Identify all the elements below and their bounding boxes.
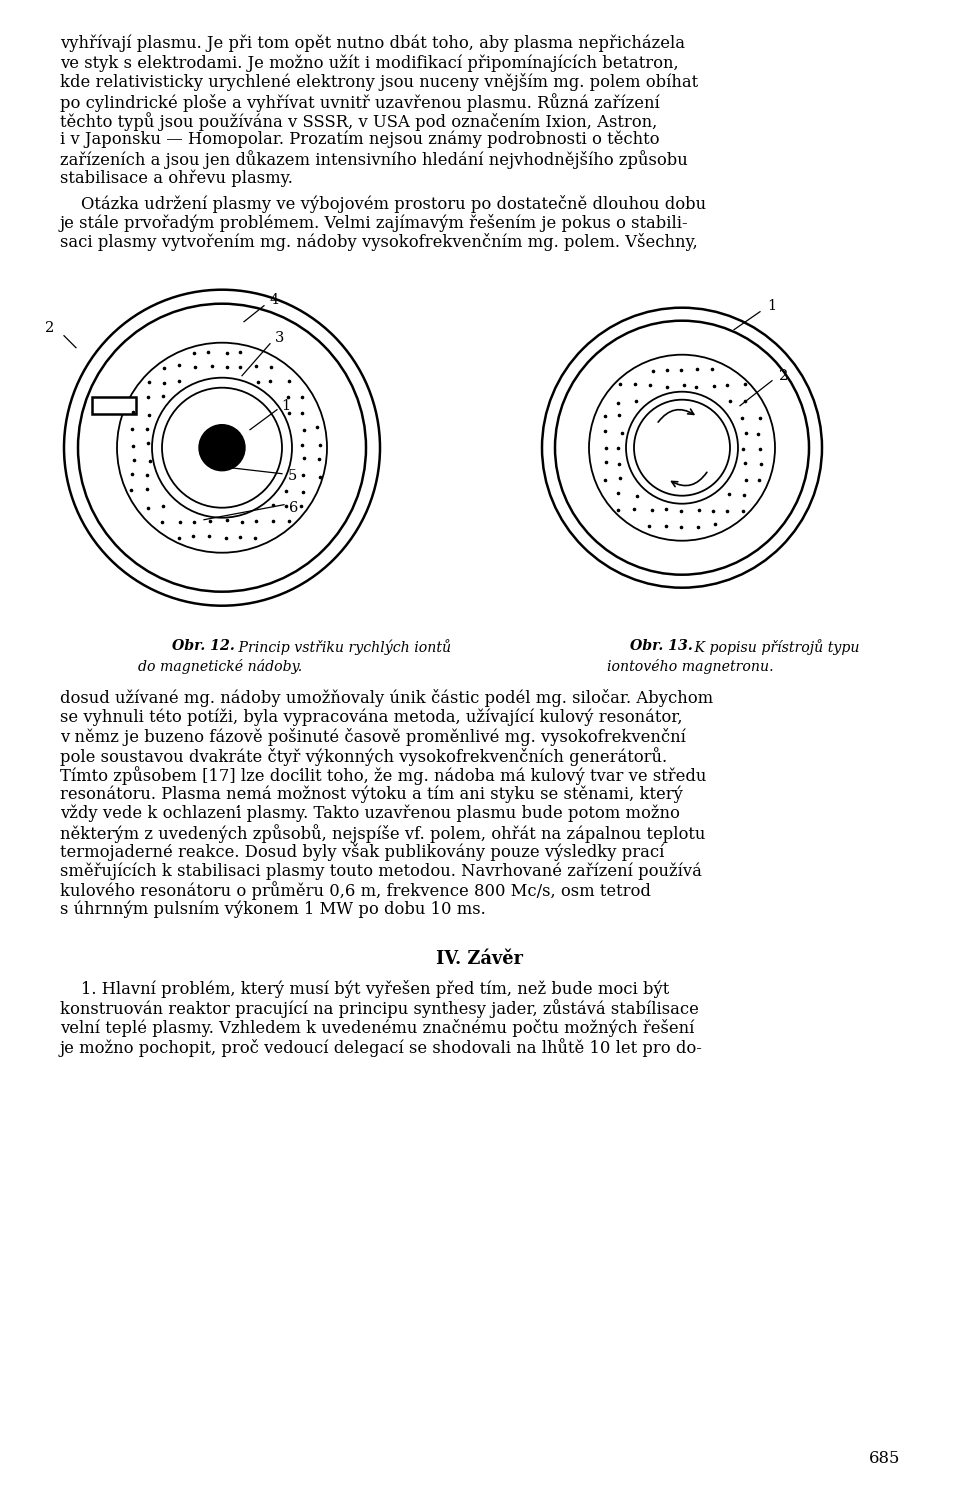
Text: 1: 1: [767, 299, 777, 313]
Text: Tímto způsobem [17] lze docílit toho, že mg. nádoba má kulový tvar ve středu: Tímto způsobem [17] lze docílit toho, ž…: [60, 765, 707, 785]
Text: kulového resonátoru o průměru 0,6 m, frekvence 800 Mc/s, osm tetrod: kulového resonátoru o průměru 0,6 m, fre…: [60, 881, 651, 901]
Text: těchto typů jsou používána v SSSR, v USA pod označením Ixion, Astron,: těchto typů jsou používána v SSSR, v USA…: [60, 112, 658, 131]
Text: 5: 5: [287, 469, 297, 482]
Text: 4: 4: [270, 293, 278, 307]
Text: 2: 2: [780, 369, 788, 383]
Text: pole soustavou dvakráte čtyř výkonných vysokofrekvenčních generátorů.: pole soustavou dvakráte čtyř výkonných v…: [60, 747, 667, 765]
Text: Obr. 12.: Obr. 12.: [172, 639, 235, 654]
Text: IV. Závěr: IV. Závěr: [437, 950, 523, 968]
Text: zařízeních a jsou jen důkazem intensivního hledání nejvhodnějšího způsobu: zařízeních a jsou jen důkazem intensivní…: [60, 150, 687, 170]
Text: kde relativisticky urychlené elektrony jsou nuceny vnějším mg. polem obíhat: kde relativisticky urychlené elektrony j…: [60, 73, 698, 91]
Text: 1. Hlavní problém, který musí být vyřešen před tím, než bude moci být: 1. Hlavní problém, který musí být vyřeše…: [60, 980, 669, 998]
Text: resonátoru. Plasma nemá možnost výtoku a tím ani styku se stěnami, který: resonátoru. Plasma nemá možnost výtoku a…: [60, 785, 683, 803]
Text: 685: 685: [869, 1450, 900, 1467]
Text: stabilisace a ohřevu plasmy.: stabilisace a ohřevu plasmy.: [60, 170, 293, 188]
Text: 6: 6: [289, 500, 299, 515]
Text: vyhřívají plasmu. Je při tom opět nutno dbát toho, aby plasma nepřicházela: vyhřívají plasmu. Je při tom opět nutno …: [60, 36, 685, 52]
Text: v němz je buzeno fázově pošinuté časově proměnlivé mg. vysokofrekvenční: v němz je buzeno fázově pošinuté časově …: [60, 728, 685, 746]
Text: konstruován reaktor pracující na principu synthesy jader, zůstává stabílisace: konstruován reaktor pracující na princip…: [60, 999, 699, 1018]
Text: ve styk s elektrodami. Je možno užít i modifikací připomínajících betatron,: ve styk s elektrodami. Je možno užít i m…: [60, 54, 679, 71]
Text: některým z uvedených způsobů, nejspíše vf. polem, ohřát na zápalnou teplotu: některým z uvedených způsobů, nejspíše v…: [60, 823, 706, 843]
Text: i v Japonsku — Homopolar. Prozatím nejsou známy podrobnosti o těchto: i v Japonsku — Homopolar. Prozatím nejso…: [60, 131, 660, 149]
Text: Otázka udržení plasmy ve výbojovém prostoru po dostatečně dlouhou dobu: Otázka udržení plasmy ve výbojovém prost…: [60, 195, 707, 213]
Text: se vyhnuli této potíži, byla vypracována metoda, užívající kulový resonátor,: se vyhnuli této potíži, byla vypracována…: [60, 709, 683, 727]
Text: po cylindrické ploše a vyhřívat uvnitř uzavřenou plasmu. Různá zařízení: po cylindrické ploše a vyhřívat uvnitř u…: [60, 92, 660, 112]
Text: 2: 2: [45, 320, 55, 335]
Text: směřujících k stabilisaci plasmy touto metodou. Navrhované zařízení používá: směřujících k stabilisaci plasmy touto m…: [60, 862, 702, 880]
Text: saci plasmy vytvořením mg. nádoby vysokofrekvenčním mg. polem. Všechny,: saci plasmy vytvořením mg. nádoby vysoko…: [60, 232, 698, 252]
Text: dosud užívané mg. nádoby umožňovaly únik částic podél mg. siločar. Abychom: dosud užívané mg. nádoby umožňovaly únik…: [60, 689, 713, 707]
Text: je možno pochopit, proč vedoucí delegací se shodovali na lhůtě 10 let pro do-: je možno pochopit, proč vedoucí delegací…: [60, 1038, 703, 1057]
Text: K popisu přístrojů typu: K popisu přístrojů typu: [690, 639, 859, 655]
Text: Obr. 13.: Obr. 13.: [630, 639, 693, 654]
Text: termojaderné reakce. Dosud byly však publikovány pouze výsledky prací: termojaderné reakce. Dosud byly však pu…: [60, 843, 664, 861]
Text: vždy vede k ochlazení plasmy. Takto uzavřenou plasmu bude potom možno: vždy vede k ochlazení plasmy. Takto uza…: [60, 804, 680, 822]
Text: do magnetické nádoby.: do magnetické nádoby.: [138, 660, 302, 675]
Bar: [92, 398, 136, 414]
Ellipse shape: [199, 424, 245, 471]
Text: velní teplé plasmy. Vzhledem k uvedenému značnému počtu možných řešení: velní teplé plasmy. Vzhledem k uvedenému…: [60, 1018, 694, 1036]
Text: je stále prvořadým problémem. Velmi zajímavým řešením je pokus o stabili-: je stále prvořadým problémem. Velmi zají…: [60, 214, 688, 232]
Text: s úhrnným pulsním výkonem 1 MW po dobu 10 ms.: s úhrnným pulsním výkonem 1 MW po dobu 1…: [60, 901, 486, 917]
Text: 1: 1: [281, 399, 291, 412]
Text: Princip vstřiku rychlých iontů: Princip vstřiku rychlých iontů: [234, 639, 451, 655]
Text: 3: 3: [276, 331, 285, 344]
Text: iontového magnetronu.: iontového magnetronu.: [607, 660, 774, 675]
